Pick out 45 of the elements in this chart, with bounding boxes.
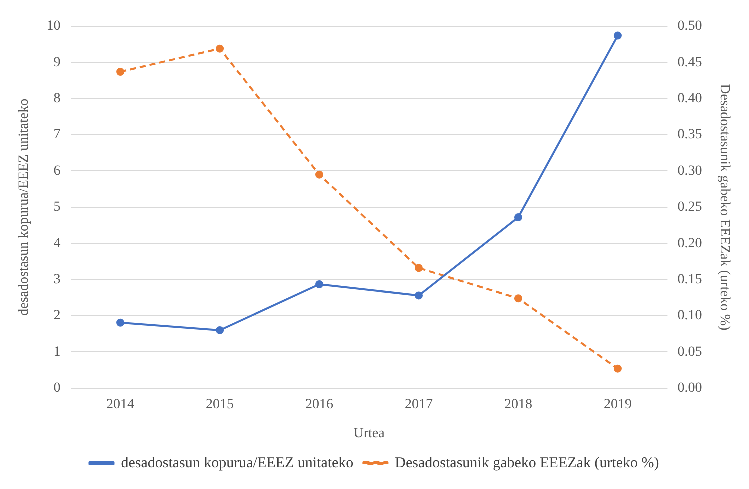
y-tick-label: 4 (54, 236, 61, 252)
legend-label: desadostasun kopurua/EEEZ unitateko (121, 455, 354, 472)
x-tick-label: 2014 (106, 397, 135, 412)
y-tick-label: 5 (54, 200, 61, 216)
y2-tick-label: 0.40 (678, 91, 702, 106)
x-tick-label: 2018 (504, 397, 532, 412)
y-tick-label: 2 (54, 308, 61, 324)
point (414, 292, 423, 300)
y2-tick-label: 0.35 (678, 128, 702, 143)
point (414, 264, 423, 272)
point (316, 280, 324, 289)
x-tick-label: 2017 (404, 397, 433, 412)
y-tick-label: 0 (54, 381, 61, 396)
point (216, 326, 224, 334)
point (216, 44, 224, 53)
y2-tick-label: 0.10 (678, 308, 702, 324)
y2-axis-title: Desadostasunik gabeko EEEZak (urteko %) (716, 84, 732, 331)
y-axis-title: desadostasun kopurua/EEEZ unitateko (17, 98, 32, 316)
y2-tick-label: 0.20 (678, 236, 702, 252)
point (116, 68, 125, 76)
y-tick-label: 1 (54, 344, 61, 360)
x-tick-label: 2016 (306, 397, 334, 412)
point (514, 294, 522, 303)
y2-tick-label: 0.45 (678, 55, 702, 70)
y2-tick-label: 0.50 (678, 19, 702, 34)
y-tick-label: 7 (54, 128, 61, 143)
y2-tick-label: 0.15 (678, 272, 702, 288)
point (614, 364, 622, 373)
y2-tick-label: 0.00 (678, 381, 702, 396)
y-tick-label: 8 (54, 91, 61, 106)
point (614, 32, 622, 40)
y2-tick-label: 0.05 (678, 344, 702, 360)
point (316, 170, 324, 179)
point (116, 318, 125, 327)
point (514, 214, 522, 222)
x-axis-title: Urtea (354, 426, 386, 442)
x-tick-label: 2019 (604, 397, 632, 412)
legend-label: Desadostasunik gabeko EEEZak (urteko %) (395, 455, 660, 472)
y2-tick-label: 0.25 (678, 200, 702, 216)
y-tick-label: 6 (54, 164, 61, 179)
y2-tick-label: 0.30 (678, 164, 702, 179)
y-tick-label: 10 (46, 19, 61, 34)
y-tick-label: 9 (54, 55, 61, 70)
y-tick-label: 3 (54, 272, 61, 288)
x-tick-label: 2015 (206, 397, 234, 412)
